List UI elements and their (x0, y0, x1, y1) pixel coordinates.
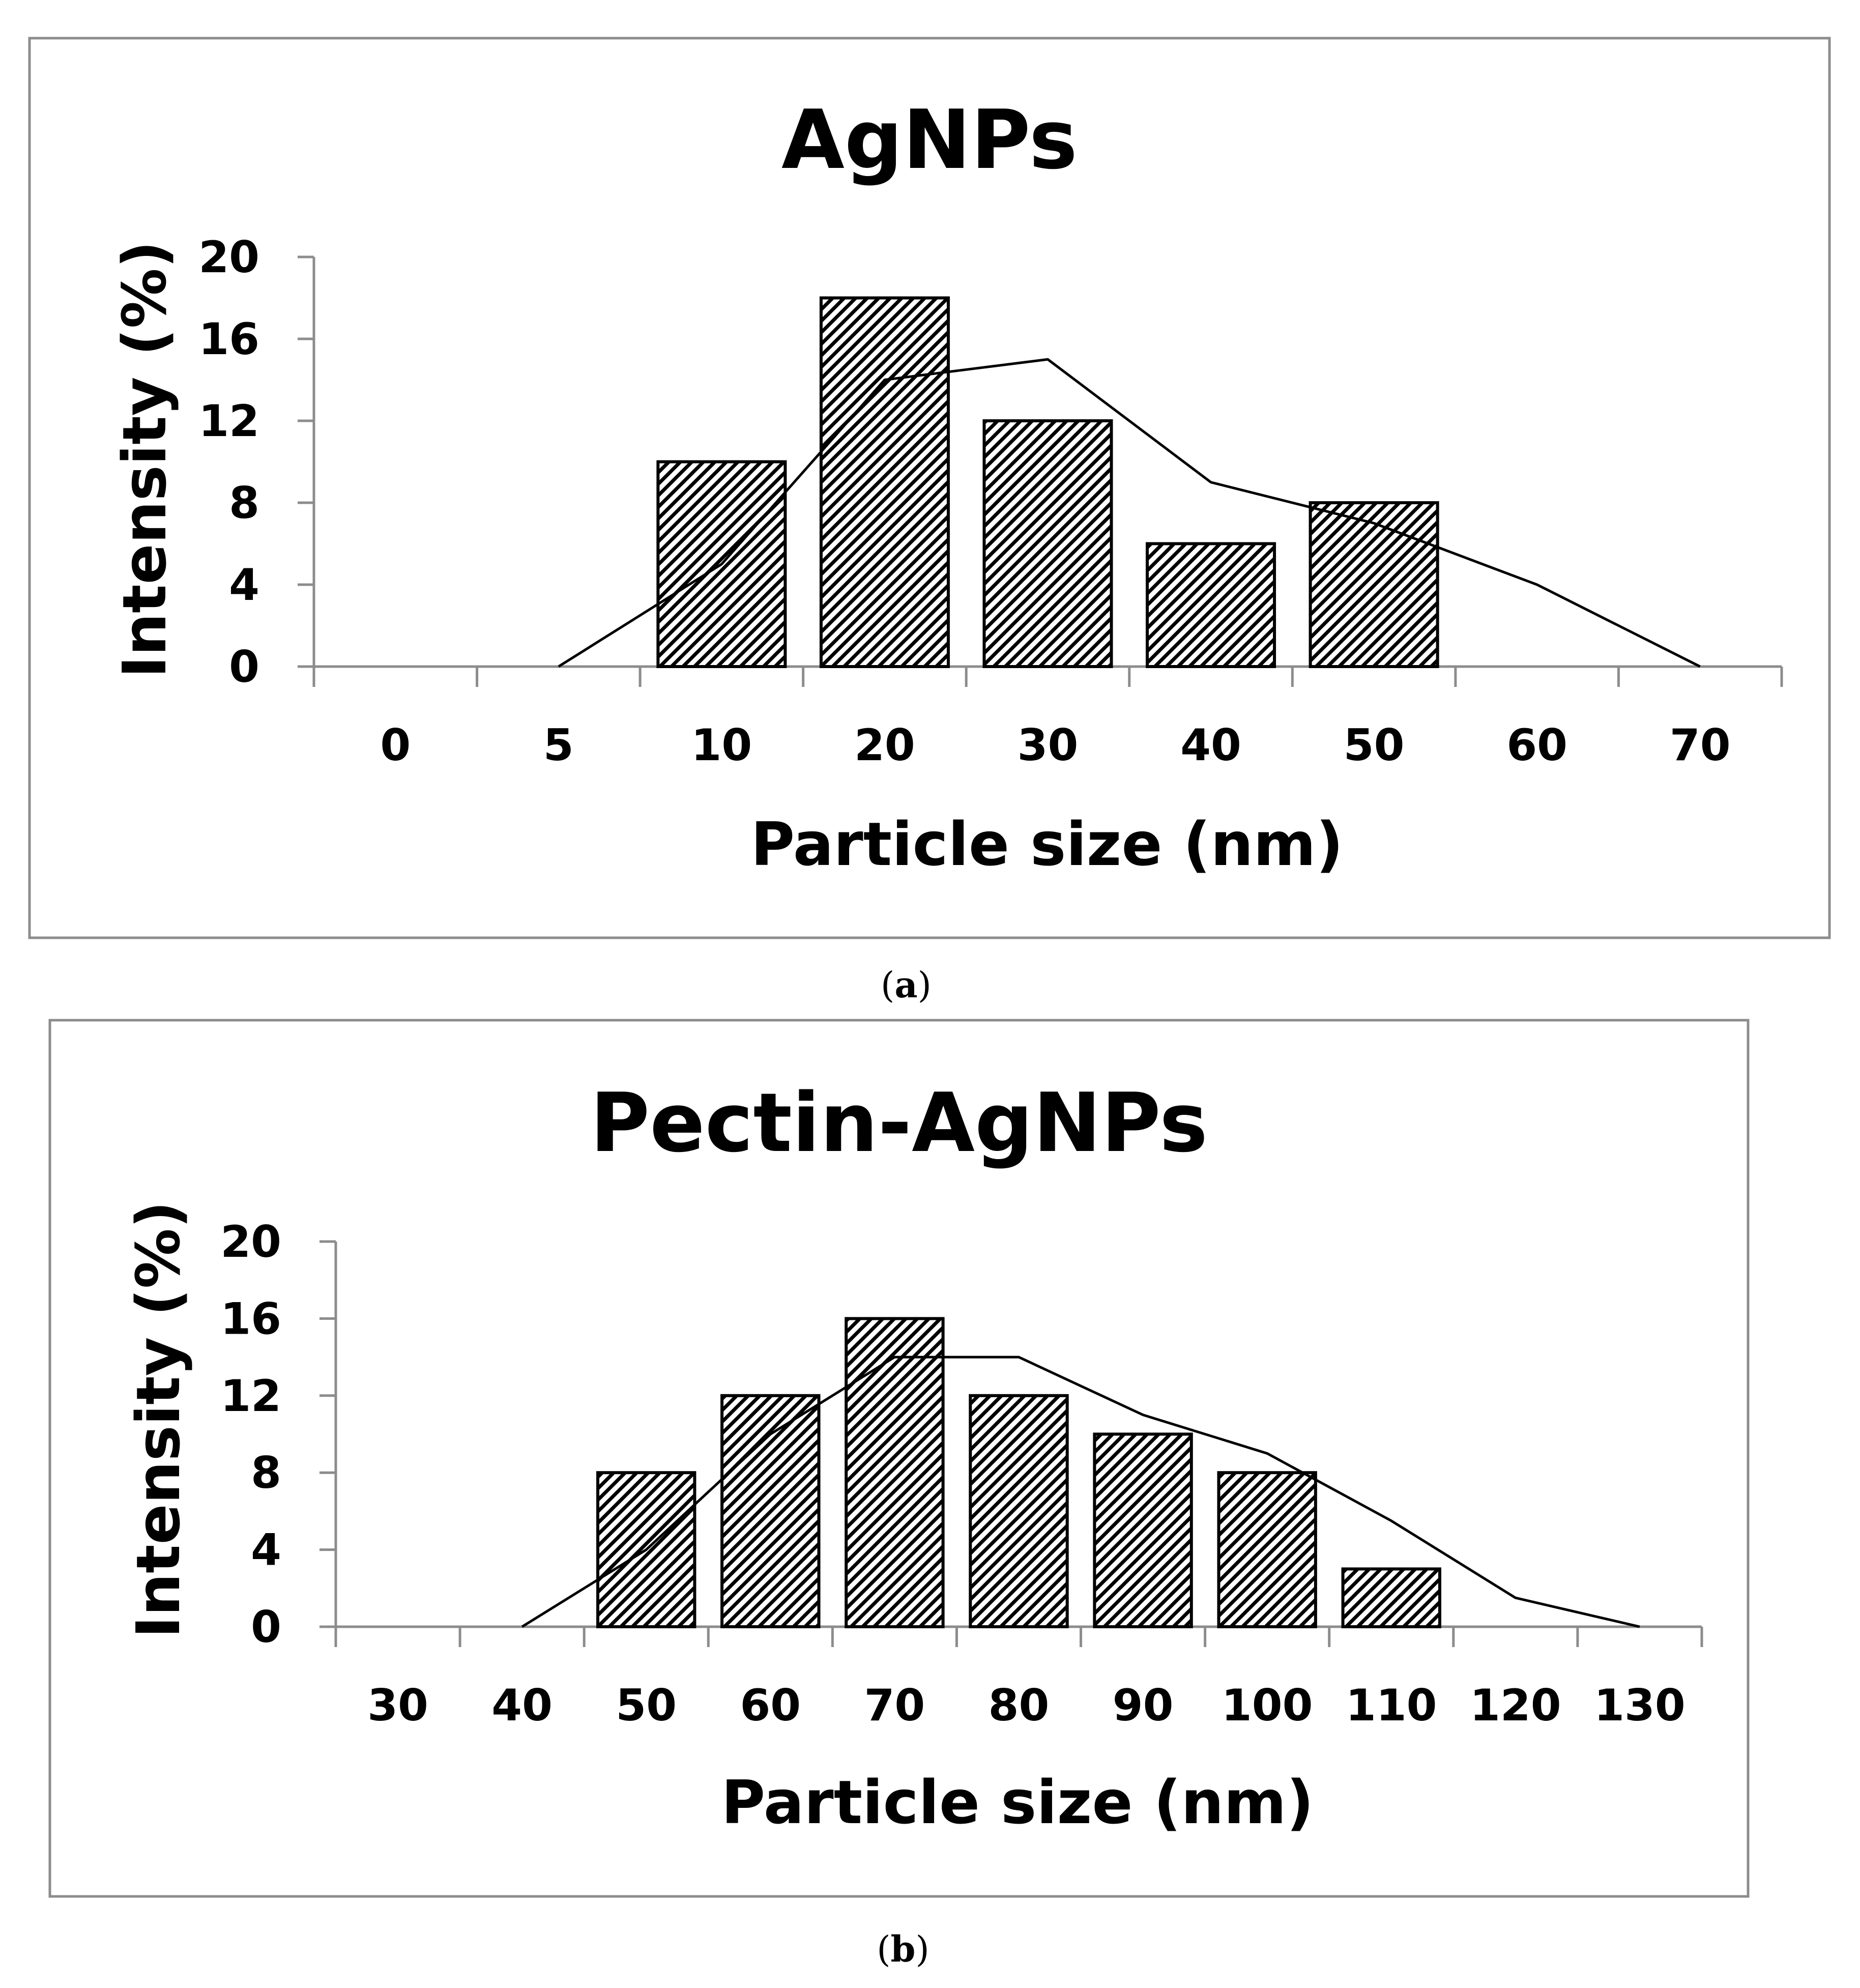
chart-frame-a (28, 37, 1831, 939)
y-tick-label: 4 (251, 1525, 281, 1576)
x-tick-label: 70 (864, 1680, 925, 1731)
y-tick-label: 4 (229, 560, 259, 611)
bar-40 (1146, 542, 1276, 668)
x-tick-label: 10 (691, 720, 752, 771)
x-tick-label: 60 (1506, 720, 1567, 771)
y-axis-title-b: Intensity (%) (123, 1201, 193, 1638)
y-axis-title-a: Intensity (%) (109, 241, 180, 678)
x-tick-label: 30 (367, 1680, 428, 1731)
chart-frame-b (48, 1019, 1750, 1898)
bar-70 (845, 1317, 945, 1628)
x-tick-label: 130 (1594, 1680, 1685, 1731)
x-tick-label: 0 (380, 720, 411, 771)
y-tick-label: 0 (229, 642, 259, 693)
chart-panel-b: Pectin-AgNPs Intensity (%) Particle size… (48, 1019, 1750, 1970)
y-tick-label: 8 (251, 1448, 281, 1499)
x-tick-label: 40 (1180, 720, 1241, 771)
plot-area-a: 0 4 8 12 16 20 0 5 10 20 30 40 50 60 70 (198, 232, 1783, 771)
y-tick-label: 20 (220, 1217, 281, 1267)
bar-50 (1309, 501, 1439, 668)
chart-panel-a: AgNPs Intensity (%) Particle size (nm) 0… (28, 37, 1831, 1006)
x-axis-title-a: Particle size (nm) (751, 809, 1344, 879)
y-tick-label: 8 (229, 478, 259, 529)
y-tick-label: 12 (198, 396, 259, 447)
y-tick-label: 12 (220, 1371, 281, 1422)
x-tick-label: 5 (543, 720, 574, 771)
bar-100 (1217, 1471, 1317, 1628)
bar-60 (720, 1394, 821, 1629)
y-tick-label: 16 (198, 314, 259, 365)
x-tick-label: 40 (491, 1680, 553, 1731)
x-tick-label: 20 (854, 720, 915, 771)
distribution-line-b (521, 1356, 1640, 1628)
bar-110 (1341, 1567, 1441, 1628)
x-tick-label: 30 (1018, 720, 1079, 771)
y-tick-label: 16 (220, 1293, 281, 1344)
x-tick-label: 50 (616, 1680, 677, 1731)
chart-title-b: Pectin-AgNPs (590, 1075, 1208, 1170)
bar-80 (969, 1394, 1069, 1629)
x-axis-title-b: Particle size (nm) (721, 1767, 1314, 1837)
chart-title-a: AgNPs (781, 92, 1078, 187)
x-tick-label: 60 (740, 1680, 801, 1731)
bar-90 (1093, 1432, 1193, 1628)
distribution-line-a (558, 358, 1701, 668)
x-tick-label: 120 (1470, 1680, 1561, 1731)
x-tick-label: 110 (1346, 1680, 1437, 1731)
caption-letter-b: b (891, 1928, 916, 1970)
y-tick-label: 20 (198, 232, 259, 283)
x-tick-label: 70 (1670, 720, 1731, 771)
x-tick-label: 90 (1113, 1680, 1174, 1731)
x-tick-label: 100 (1222, 1680, 1313, 1731)
caption-letter-a: a (894, 964, 917, 1006)
x-tick-label: 50 (1344, 720, 1405, 771)
x-tick-label: 80 (989, 1680, 1050, 1731)
bar-30 (982, 419, 1113, 668)
plot-area-b: 0 4 8 12 16 20 30 40 50 60 70 80 90 100 110 120 130 (220, 1217, 1703, 1731)
bar-20 (819, 296, 950, 668)
y-tick-label: 0 (251, 1602, 281, 1653)
caption-b: (b) (877, 1928, 929, 1970)
caption-a: (a) (881, 964, 932, 1006)
